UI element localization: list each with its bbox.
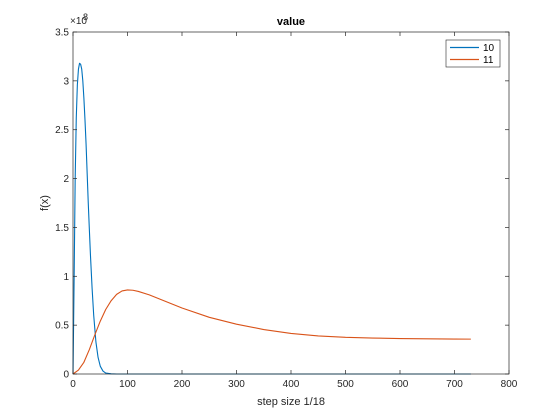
y-axis-label: f(x): [39, 195, 51, 211]
series-layer: [72, 62, 471, 375]
legend-box: [445, 39, 501, 68]
x-tick-label: 600: [392, 379, 409, 390]
legend-label-11: 11: [483, 55, 494, 66]
x-tick-label: 500: [337, 379, 354, 390]
x-tick-label: 700: [446, 379, 463, 390]
y-multiplier-base: ×10: [70, 16, 87, 27]
y-tick-label: 1: [63, 272, 69, 283]
y-tick-label: 3: [63, 76, 69, 87]
x-tick-label: 400: [283, 379, 300, 390]
y-tick-label: 2.5: [55, 125, 69, 136]
x-tick-label: 800: [501, 379, 518, 390]
x-tick-label: 200: [174, 379, 191, 390]
y-tick-label: 1.5: [55, 223, 69, 234]
series-line-10: [72, 62, 471, 375]
x-tick-label: 0: [70, 379, 76, 390]
y-multiplier: ×10 8: [70, 12, 88, 27]
y-multiplier-exponent: 8: [83, 12, 88, 22]
plot-area: [73, 32, 509, 374]
y-tick-label: 3.5: [55, 28, 69, 39]
legend: 10 11: [445, 39, 501, 68]
ticks-layer: 0 100 200 300 400 500 600 700 800 0 0.5 1 1.5 2 2.5 3 3.…: [55, 28, 518, 391]
y-tick-label: 0.5: [55, 321, 69, 332]
x-tick-label: 300: [228, 379, 245, 390]
plot-background: [73, 32, 509, 374]
y-tick-label: 2: [63, 174, 69, 185]
legend-label-10: 10: [483, 43, 495, 54]
chart-title: value: [277, 16, 305, 28]
series-line-11: [72, 289, 471, 375]
y-tick-label: 0: [63, 370, 69, 381]
x-axis-label: step size 1/18: [257, 396, 325, 408]
x-tick-label: 100: [119, 379, 136, 390]
